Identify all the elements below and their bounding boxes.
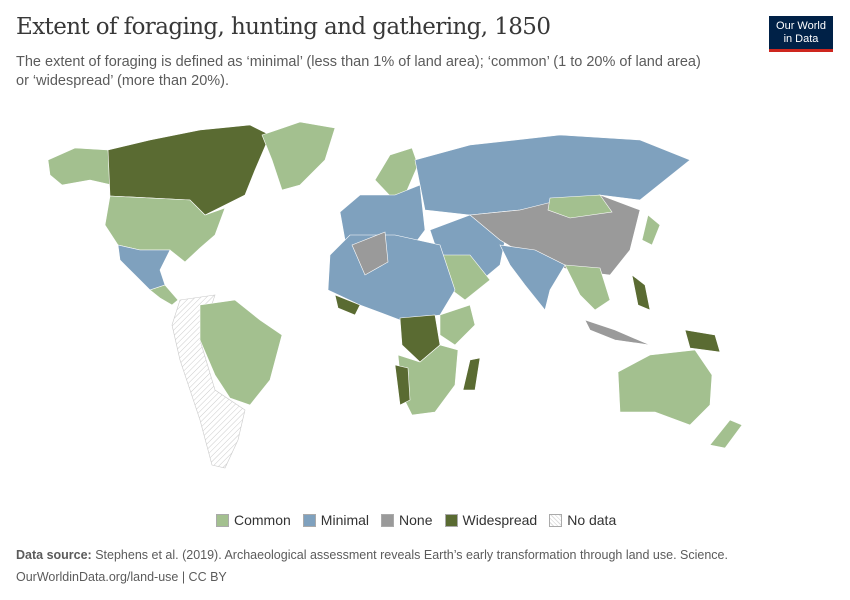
region-west-africa[interactable] — [334, 294, 361, 316]
legend-swatch — [444, 513, 458, 527]
region-greenland[interactable] — [261, 121, 336, 191]
region-madagascar[interactable] — [462, 357, 481, 391]
logo-line1: Our World — [776, 20, 826, 32]
region-new-guinea[interactable] — [684, 329, 721, 353]
region-sahara-none[interactable] — [351, 231, 389, 276]
footer-url[interactable]: OurWorldinData.org/land-use | CC BY — [16, 570, 227, 584]
region-australia[interactable] — [617, 349, 713, 426]
legend-item-minimal[interactable]: Minimal — [302, 512, 370, 528]
legend-label: No data — [567, 512, 617, 528]
region-southeast-asia[interactable] — [564, 264, 611, 311]
legend-swatch — [549, 513, 563, 527]
legend-swatch — [216, 513, 229, 527]
legend-item-none[interactable]: None — [381, 512, 433, 528]
legend: Common Minimal None Widespread No data — [216, 512, 620, 528]
logo-line2: in Data — [783, 33, 819, 45]
legend-item-widespread[interactable]: Widespread — [444, 512, 538, 528]
world-map — [47, 121, 743, 469]
region-indonesia[interactable] — [584, 319, 651, 346]
legend-swatch — [381, 513, 395, 527]
region-usa[interactable] — [104, 195, 226, 263]
legend-label: Widespread — [462, 512, 538, 528]
owid-logo[interactable]: Our World in Data — [769, 16, 833, 52]
legend-label: Common — [234, 512, 291, 528]
source-text: Stephens et al. (2019). Archaeological a… — [95, 548, 728, 562]
region-namibia[interactable] — [394, 364, 411, 406]
source-label: Data source: — [16, 548, 92, 562]
legend-label: None — [399, 512, 433, 528]
legend-label: Minimal — [320, 512, 370, 528]
chart-title: Extent of foraging, hunting and gatherin… — [16, 14, 551, 40]
region-philippines[interactable] — [631, 274, 651, 311]
region-brazil-common[interactable] — [199, 299, 283, 406]
legend-item-no-data[interactable]: No data — [549, 512, 616, 528]
chart-subtitle: The extent of foraging is defined as ‘mi… — [16, 54, 701, 89]
region-new-zealand[interactable] — [709, 419, 743, 449]
region-east-africa[interactable] — [439, 304, 476, 346]
legend-swatch — [302, 513, 316, 527]
region-mexico[interactable] — [117, 244, 171, 291]
region-alaska[interactable] — [47, 147, 113, 186]
region-russia[interactable] — [414, 134, 691, 216]
region-japan[interactable] — [641, 214, 661, 246]
region-india[interactable] — [499, 244, 566, 311]
source-line: Data source: Stephens et al. (2019). Arc… — [16, 548, 728, 562]
region-mongolia[interactable] — [547, 194, 613, 219]
legend-item-common[interactable]: Common — [216, 512, 291, 528]
region-central-america[interactable] — [149, 284, 179, 306]
